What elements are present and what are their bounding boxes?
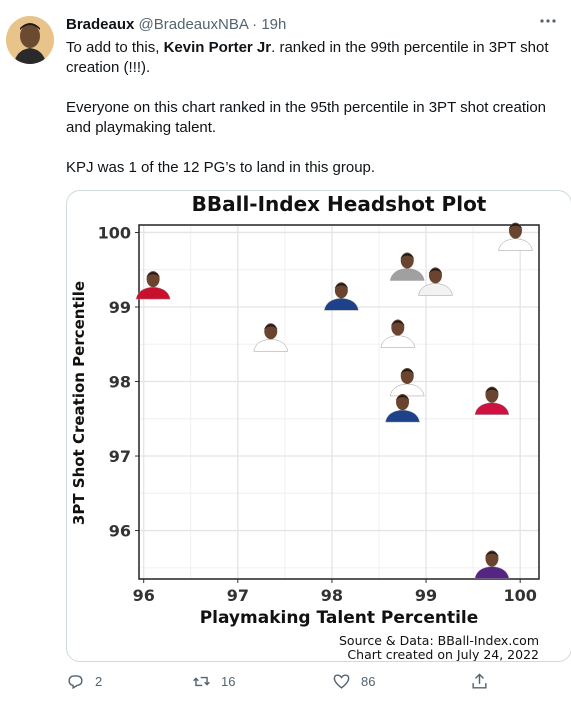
y-tick-label: 100 [98, 223, 131, 242]
x-tick-label: 98 [321, 586, 343, 605]
share-icon [472, 673, 487, 689]
y-tick-label: 99 [109, 298, 131, 317]
player-headshot-point [418, 267, 453, 296]
like-icon [333, 674, 350, 689]
player-headshot-point [389, 367, 425, 397]
tweet-paragraph-2: Everyone on this chart ranked in the 95t… [66, 99, 547, 136]
tweet-paragraph-3: KPJ was 1 of the 12 PG’s to land in this… [66, 159, 376, 176]
plot-border [138, 224, 540, 580]
x-axis-label: Playmaking Talent Percentile [200, 608, 479, 628]
player-headshot-point [389, 252, 425, 281]
avatar[interactable] [6, 16, 54, 64]
separator-dot: · [252, 16, 258, 33]
tweet-header: Bradeaux @BradeauxNBA · 19h [66, 16, 286, 34]
text-suffix: . ranked in the 99th percentile in 3PT s… [66, 39, 549, 76]
avatar-image [6, 16, 54, 64]
like-count: 86 [361, 674, 376, 689]
tweet-actions: 2 16 86 [66, 672, 506, 696]
player-headshot-point [498, 222, 533, 251]
retweet-button[interactable]: 16 [192, 672, 235, 691]
plot-area: 96 97 98 99 100 96 97 98 99 100 [98, 222, 540, 605]
x-tick-label: 96 [133, 586, 155, 605]
player-headshot-point [324, 282, 359, 311]
player-headshot-point [474, 386, 510, 415]
y-axis-label: 3PT Shot Creation Percentile [70, 281, 88, 525]
share-button[interactable] [470, 672, 489, 691]
x-tick-label: 97 [227, 586, 249, 605]
timestamp[interactable]: 19h [261, 16, 287, 33]
display-name[interactable]: Bradeaux [66, 16, 135, 33]
player-headshot-point [380, 319, 416, 348]
plot-background [139, 225, 539, 579]
player-headshot-point [135, 271, 171, 300]
y-tick-label: 98 [109, 373, 131, 392]
chart-source: Source & Data: BBall-Index.com [339, 633, 539, 648]
scatter-chart: BBall-Index Headshot Plot 96 97 98 99 100969… [70, 192, 540, 661]
reply-icon [68, 675, 83, 690]
player-headshot-point [253, 323, 289, 352]
chart-created-date: Chart created on July 24, 2022 [347, 647, 539, 661]
like-button[interactable]: 86 [332, 672, 375, 691]
tweet-paragraph-1: To add to this, Kevin Porter Jr. ranked … [66, 38, 556, 78]
reply-button[interactable]: 2 [66, 672, 102, 691]
player-headshot-point [474, 550, 510, 579]
retweet-icon [193, 676, 210, 687]
chart-title: BBall-Index Headshot Plot [192, 192, 487, 216]
bold-player-name: Kevin Porter Jr [163, 39, 272, 56]
player-headshot-point [385, 394, 420, 423]
x-tick-label: 99 [415, 586, 437, 605]
text-prefix: To add to this, [66, 39, 164, 56]
reply-count: 2 [95, 674, 103, 689]
more-icon[interactable] [539, 12, 557, 35]
y-tick-label: 97 [109, 447, 131, 466]
user-handle[interactable]: @BradeauxNBA [138, 16, 248, 33]
retweet-count: 16 [221, 674, 236, 689]
y-tick-label: 96 [109, 522, 131, 541]
x-tick-label: 100 [503, 586, 536, 605]
tweet-media-image[interactable]: BBall-Index Headshot Plot 96 97 98 99 100 96 9… [66, 190, 571, 662]
tweet-text: To add to this, Kevin Porter Jr. ranked … [66, 38, 556, 178]
